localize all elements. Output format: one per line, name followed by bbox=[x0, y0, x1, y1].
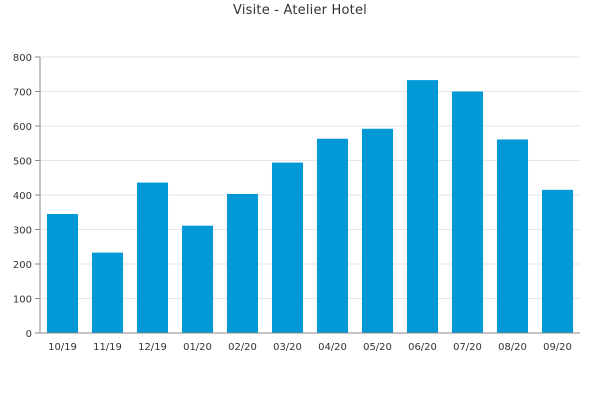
x-tick-label: 07/20 bbox=[453, 342, 482, 353]
x-tick-label: 02/20 bbox=[228, 342, 257, 353]
bar bbox=[496, 139, 529, 333]
x-tick-label: 12/19 bbox=[138, 342, 167, 353]
bar bbox=[361, 128, 394, 333]
x-tick-label: 11/19 bbox=[93, 342, 122, 353]
y-tick-label: 200 bbox=[13, 260, 32, 271]
y-tick-label: 500 bbox=[13, 157, 32, 168]
y-tick-label: 600 bbox=[13, 122, 32, 133]
bar bbox=[541, 189, 574, 333]
chart-title: Visite - Atelier Hotel bbox=[233, 3, 367, 18]
tick-labels: 0 100 200 300 400 500 600 700 800 10/19 11/19 12/19… bbox=[13, 53, 572, 353]
bar bbox=[406, 80, 439, 334]
y-tick-label: 0 bbox=[26, 329, 32, 340]
x-tick-label: 05/20 bbox=[363, 342, 392, 353]
x-tick-label: 04/20 bbox=[318, 342, 347, 353]
y-tick-label: 100 bbox=[13, 295, 32, 306]
y-tick-label: 400 bbox=[13, 191, 32, 202]
bar bbox=[136, 182, 169, 333]
y-tick-label: 800 bbox=[13, 53, 32, 64]
bars bbox=[46, 80, 574, 334]
bar bbox=[226, 193, 259, 333]
bar bbox=[271, 162, 304, 333]
grid-lines bbox=[40, 56, 580, 299]
bar bbox=[181, 225, 214, 333]
bar bbox=[91, 252, 124, 333]
x-tick-label: 09/20 bbox=[543, 342, 572, 353]
bar bbox=[46, 213, 79, 333]
y-tick-label: 700 bbox=[13, 88, 32, 99]
bar bbox=[316, 138, 349, 333]
y-tick-label: 300 bbox=[13, 226, 32, 237]
x-tick-label: 08/20 bbox=[498, 342, 527, 353]
axes bbox=[35, 56, 580, 334]
x-tick-label: 01/20 bbox=[183, 342, 212, 353]
x-tick-label: 06/20 bbox=[408, 342, 437, 353]
bar bbox=[451, 91, 484, 333]
x-tick-label: 03/20 bbox=[273, 342, 302, 353]
x-tick-label: 10/19 bbox=[48, 342, 77, 353]
